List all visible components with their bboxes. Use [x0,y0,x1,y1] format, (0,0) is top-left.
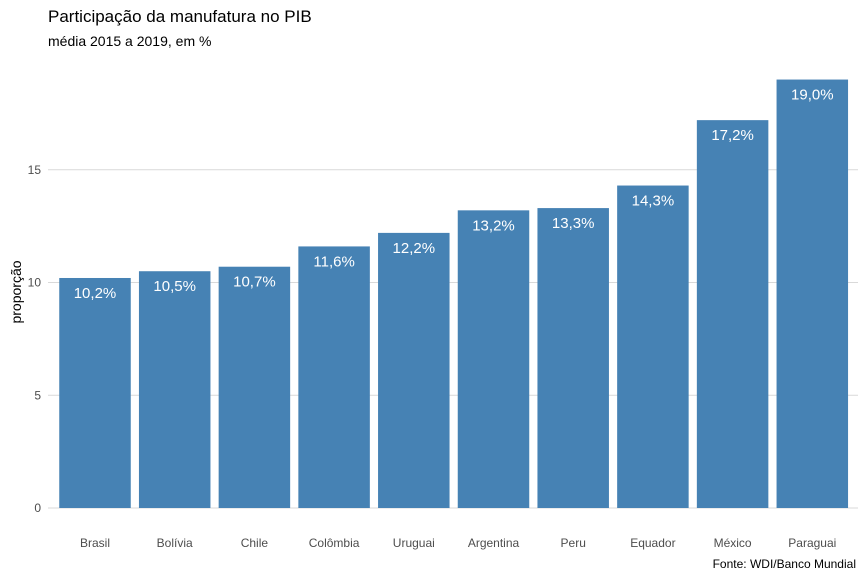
x-tick-label: Peru [561,536,586,550]
y-axis: 0 5 10 15 [28,163,42,515]
x-axis: Brasil Bolívia Chile Colômbia Uruguai Argenti… [80,536,836,550]
bar [617,185,689,508]
x-tick-label: Brasil [80,536,110,550]
y-tick-label: 0 [34,501,41,515]
bar-data-label: 13,3% [552,215,595,232]
source-caption: Fonte: WDI/Banco Mundial [712,557,856,571]
x-tick-label: Bolívia [157,536,193,550]
y-tick-label: 10 [28,276,42,290]
bars [59,79,849,509]
bar [696,120,769,508]
x-tick-label: Uruguai [393,536,435,550]
y-axis-title: proporção [8,260,24,323]
bar-data-label: 17,2% [711,127,754,144]
x-tick-label: Chile [241,536,269,550]
bar [298,246,370,509]
x-tick-label: Argentina [468,536,520,550]
bar [457,210,530,508]
bar-data-label: 12,2% [393,240,436,257]
bar-data-label: 14,3% [632,193,675,210]
bar-data-label: 11,6% [313,253,354,270]
bar [138,271,211,508]
x-tick-label: Equador [630,536,675,550]
bar-data-label: 10,5% [153,278,196,295]
bar [218,266,291,508]
chart-title: Participação da manufatura no PIB [48,7,312,26]
bar-data-label: 10,2% [74,285,117,302]
bar-data-label: 19,0% [791,87,834,104]
bar-labels: 10,2% 10,5% 10,7% 11,6% 12,2% 13,2% 13,3% 14,3%… [74,87,834,302]
bar-data-label: 10,7% [233,274,276,291]
x-tick-label: Paraguai [788,536,836,550]
bar [537,208,609,508]
x-tick-label: Colômbia [309,536,360,550]
chart-subtitle: média 2015 a 2019, em % [48,33,212,49]
bar [378,232,450,508]
y-tick-label: 15 [28,163,42,177]
x-tick-label: México [714,536,752,550]
y-tick-label: 5 [34,388,41,402]
bar [59,277,131,508]
bar [776,79,849,509]
bar-data-label: 13,2% [472,217,515,234]
